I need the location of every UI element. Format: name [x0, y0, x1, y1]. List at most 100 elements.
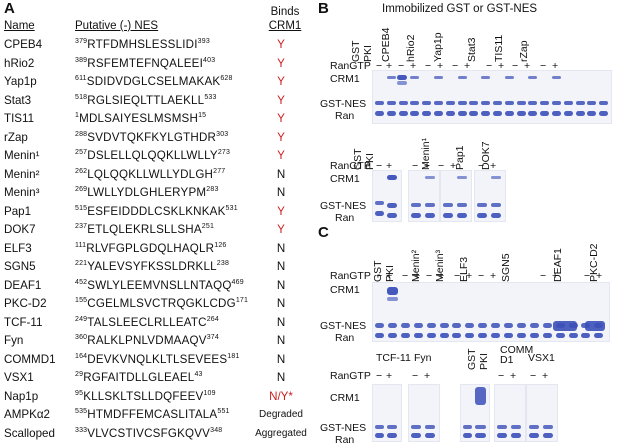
gel-band [469, 101, 479, 105]
seq-start-position: 452 [75, 278, 88, 286]
seq-end-position: 15 [198, 112, 207, 119]
gel-band [599, 111, 609, 116]
gel-strip [372, 384, 402, 442]
gel-strip [460, 384, 490, 442]
gel-band [410, 101, 420, 105]
seq-end-position: 273 [217, 149, 231, 156]
table-row: hRio2 389RSFEMTEFNQALEEI403 Y [4, 56, 310, 72]
rangtp-sign: + [524, 60, 531, 72]
gel-strip [372, 170, 402, 222]
crm1-binding-result: Y [277, 38, 285, 51]
seq-residues: RTFDMHSLESSLIDI [87, 38, 198, 51]
gstnes-label-c: GST-NES [320, 320, 367, 332]
gel-band [491, 203, 501, 207]
gel-band [400, 333, 410, 338]
rangtp-sign: + [386, 270, 393, 282]
lane-label-c2-1: Fyn [414, 352, 432, 364]
gel-band [504, 101, 514, 105]
seq-start-position: 95 [75, 389, 84, 397]
lane-label-7: rZap [518, 40, 530, 62]
rangtp-sign: − [498, 370, 505, 382]
gel-band [452, 333, 462, 338]
seq-start-position: 288 [75, 130, 88, 138]
rangtp-sign: + [552, 270, 559, 282]
gel-band [575, 101, 585, 105]
nes-sequence: 249TALSLEECLRLLEATC264 [75, 315, 219, 331]
gel-band [516, 323, 526, 328]
rangtp-sign: + [437, 60, 444, 72]
gel-band [504, 76, 514, 79]
gel-band [493, 111, 502, 116]
gel-band [581, 333, 591, 338]
gel-band [413, 323, 423, 328]
seq-end-position: 303 [216, 130, 229, 138]
gel-strip [372, 70, 612, 124]
rangtp-sign: + [464, 60, 471, 72]
protein-name: rZap [4, 130, 28, 144]
ran-label-c2: Ran [335, 434, 355, 446]
gel-band [387, 425, 397, 429]
gel-band [542, 333, 552, 338]
gel-band [410, 76, 420, 79]
crm1-binding-result: N [276, 371, 286, 384]
crm1-label-c2: CRM1 [330, 392, 360, 404]
gel-band [528, 101, 538, 105]
gel-band [529, 333, 539, 338]
protein-name: VSX1 [4, 371, 34, 384]
gel-strip [408, 170, 440, 222]
gel-band [387, 323, 397, 328]
table-row: Stat3 518RGLSIEQLTTLAEKLL533 Y [4, 93, 310, 109]
gel-band [434, 101, 443, 105]
seq-start-position: 221 [75, 260, 88, 267]
gel-strip [526, 384, 558, 442]
protein-name: Stat3 [4, 93, 32, 107]
gel-band [568, 333, 578, 338]
seq-start-position: 333 [75, 426, 88, 434]
rangtp-sign: + [386, 370, 393, 382]
gel-band [475, 433, 486, 438]
rangtp-sign: + [450, 160, 457, 172]
table-row: TCF-11 249TALSLEECLRLLEATC264 N [4, 315, 310, 331]
gel-band [457, 213, 467, 218]
protein-name: Nap1p [4, 389, 39, 403]
crm1-binding-result: N [276, 352, 286, 366]
seq-residues: MDLSAIYESLMSMSH [79, 112, 199, 125]
gel-band [386, 111, 396, 116]
gel-band [434, 76, 443, 79]
gel-band [375, 211, 384, 216]
nes-sequence: 257DSLELLQLQQKLLWLLY273 [75, 148, 230, 164]
seq-residues: YALEVSYFKSSLDRKLL [87, 260, 217, 273]
seq-residues: SVDVTQKFKYLGTHDR [87, 130, 217, 144]
protein-name: Menin¹ [4, 149, 40, 162]
rangtp-sign: − [402, 270, 409, 282]
seq-residues: DEVKVNQLKLTLSEVEES [87, 352, 228, 366]
table-row: TIS11 1MDLSAIYESLMSMSH15 Y [4, 111, 310, 127]
seq-residues: RLVFGPLGDQLHAQLR [86, 241, 215, 255]
rangtp-sign: − [426, 270, 433, 282]
seq-residues: LWLLYDLGHLERYPM [87, 186, 207, 199]
gel-band [491, 213, 501, 218]
rangtp-sign: − [376, 270, 383, 282]
rangtp-sign: − [478, 270, 485, 282]
rangtp-sign: + [510, 370, 517, 382]
table-row: PKC-D2 155CGELMLSVCTRQGKLCDG171 N [4, 296, 310, 312]
seq-end-position: 238 [216, 260, 230, 267]
nes-sequence: 611SDIDVDGLCSELMAKAK628 [75, 74, 233, 90]
gel-band [528, 111, 538, 116]
ran-label-2: Ran [335, 212, 355, 224]
crm1-binding-result: Y [277, 130, 285, 144]
crm1-binding-result: Y [277, 93, 285, 107]
nes-sequence: 29RGFAITDLLGLEAEL43 [75, 370, 203, 386]
nes-sequence: 262LQLQQKLLWLLYDLGH277 [75, 167, 225, 183]
table-row: Nap1p 95KLLSKLTSLLDQFEEV109 N/Y* [4, 389, 310, 405]
gel-band [387, 175, 397, 180]
seq-residues: KLLSKLTSLLDQFEEV [83, 389, 204, 403]
gel-band [540, 101, 550, 105]
protein-name: Menin² [4, 167, 40, 181]
panel-b-title: Immobilized GST or GST-NES [382, 3, 538, 15]
seq-start-position: 155 [75, 297, 88, 304]
gel-band [426, 323, 436, 328]
gel-band [410, 111, 420, 116]
seq-residues: RSFEMTEFNQALEEI [87, 56, 204, 70]
nes-sequence: 237ETLQLEKRLSLLSHA251 [75, 222, 214, 238]
